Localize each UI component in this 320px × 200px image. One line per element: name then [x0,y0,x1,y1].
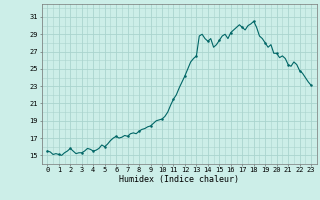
X-axis label: Humidex (Indice chaleur): Humidex (Indice chaleur) [119,175,239,184]
